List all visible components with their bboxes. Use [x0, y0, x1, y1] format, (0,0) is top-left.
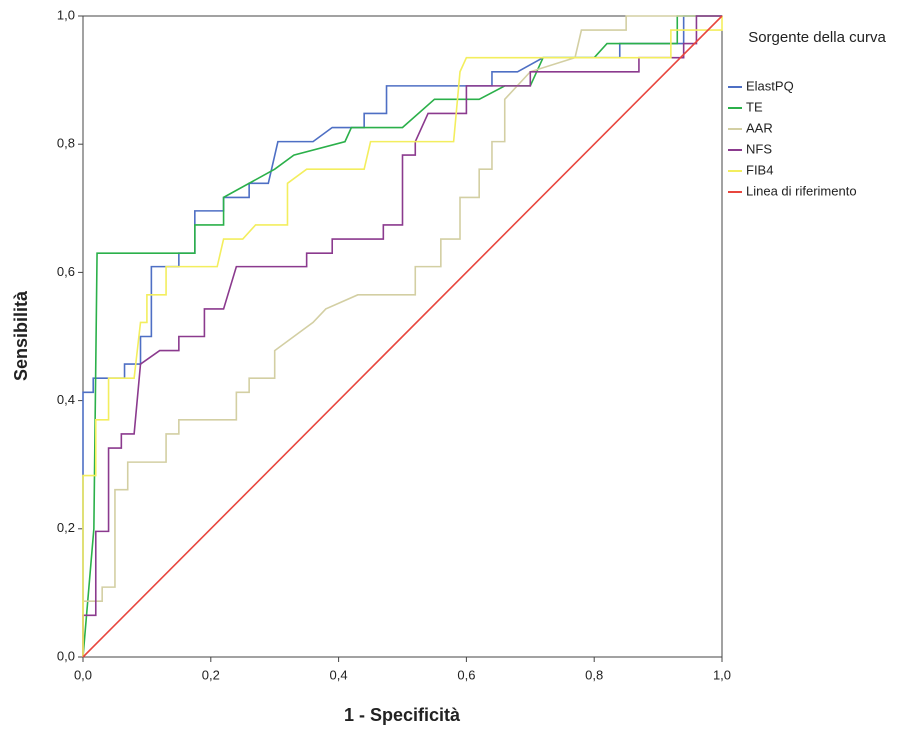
x-tick-label: 0,6 [457, 667, 475, 682]
legend-label: TE [746, 99, 763, 114]
legend-title: Sorgente della curva [748, 29, 886, 46]
y-tick-label: 0,8 [57, 136, 75, 151]
legend-label: Linea di riferimento [746, 183, 857, 198]
roc-line [82, 15, 722, 657]
roc-line [82, 16, 723, 657]
x-tick-label: 1,0 [713, 667, 731, 682]
x-tick-label: 0,0 [74, 667, 92, 682]
x-tick-label: 0,2 [202, 667, 220, 682]
roc-line [82, 15, 722, 658]
x-tick-label: 0,4 [330, 667, 348, 682]
y-tick-label: 0,4 [57, 392, 75, 407]
legend-label: FIB4 [746, 162, 773, 177]
x-axis-title: 1 - Specificità [344, 705, 461, 725]
legend-label: AAR [746, 120, 773, 135]
y-tick-label: 0,0 [57, 648, 75, 663]
y-tick-label: 0,2 [57, 520, 75, 535]
roc-line [82, 15, 722, 657]
legend-label: ElastPQ [746, 78, 794, 93]
x-tick-label: 0,8 [585, 667, 603, 682]
y-axis-title: Sensibilità [11, 290, 31, 381]
roc-line [82, 15, 723, 658]
y-tick-label: 1,0 [57, 7, 75, 22]
y-tick-label: 0,6 [57, 264, 75, 279]
legend-label: NFS [746, 141, 772, 156]
